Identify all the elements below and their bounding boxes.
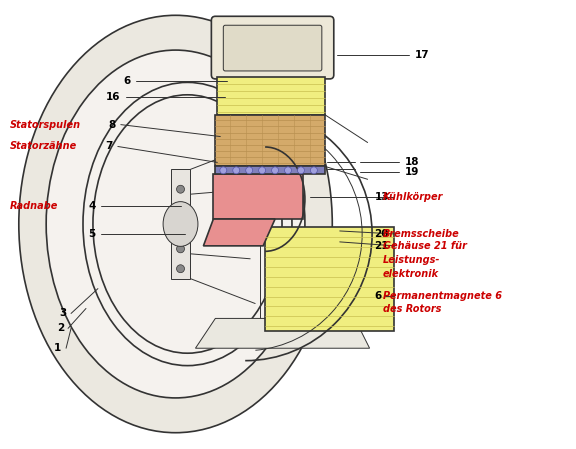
Text: 19: 19 <box>404 167 419 177</box>
Polygon shape <box>203 219 275 246</box>
Text: 18: 18 <box>404 158 419 167</box>
FancyBboxPatch shape <box>211 16 334 79</box>
Text: 20: 20 <box>374 229 389 239</box>
FancyBboxPatch shape <box>217 77 325 114</box>
Ellipse shape <box>46 50 305 398</box>
FancyBboxPatch shape <box>265 227 395 331</box>
Text: 17: 17 <box>414 50 429 60</box>
Circle shape <box>285 167 291 174</box>
FancyBboxPatch shape <box>223 25 322 71</box>
Text: elektronik: elektronik <box>382 269 439 279</box>
Text: 1: 1 <box>54 343 61 353</box>
Circle shape <box>259 167 266 174</box>
Text: 3: 3 <box>59 308 66 318</box>
Text: Statorspulen: Statorspulen <box>9 119 81 130</box>
Text: Kühlkörper: Kühlkörper <box>382 192 443 202</box>
Text: Leistungs-: Leistungs- <box>382 255 440 265</box>
Text: 6: 6 <box>123 76 131 86</box>
Circle shape <box>246 167 253 174</box>
Text: Radnabe: Radnabe <box>9 201 58 211</box>
Circle shape <box>297 167 305 174</box>
Text: Gehäuse 21 für: Gehäuse 21 für <box>382 241 467 251</box>
Circle shape <box>220 167 227 174</box>
Circle shape <box>176 205 184 213</box>
Text: 13: 13 <box>374 192 389 202</box>
Polygon shape <box>170 169 191 279</box>
FancyBboxPatch shape <box>215 167 325 174</box>
Text: 7: 7 <box>105 141 113 151</box>
Ellipse shape <box>19 15 332 433</box>
Ellipse shape <box>163 202 198 247</box>
Text: Bremsscheibe: Bremsscheibe <box>382 229 459 239</box>
Polygon shape <box>195 318 370 348</box>
Text: 2: 2 <box>57 323 64 333</box>
FancyBboxPatch shape <box>215 114 325 167</box>
Text: 21: 21 <box>374 241 389 251</box>
Text: 5: 5 <box>89 229 96 239</box>
Circle shape <box>176 245 184 253</box>
Text: Statorzähne: Statorzähne <box>9 141 77 151</box>
Ellipse shape <box>93 95 282 353</box>
FancyBboxPatch shape <box>213 174 303 219</box>
Text: des Rotors: des Rotors <box>382 304 441 314</box>
Text: 8: 8 <box>109 119 116 130</box>
Circle shape <box>310 167 317 174</box>
Text: 4: 4 <box>89 201 96 211</box>
Text: 16: 16 <box>107 92 121 102</box>
Text: Permanentmagnete 6: Permanentmagnete 6 <box>382 291 502 300</box>
Circle shape <box>176 265 184 273</box>
Text: 6: 6 <box>374 291 382 300</box>
Circle shape <box>233 167 240 174</box>
Circle shape <box>176 185 184 193</box>
Circle shape <box>176 225 184 233</box>
Circle shape <box>271 167 279 174</box>
